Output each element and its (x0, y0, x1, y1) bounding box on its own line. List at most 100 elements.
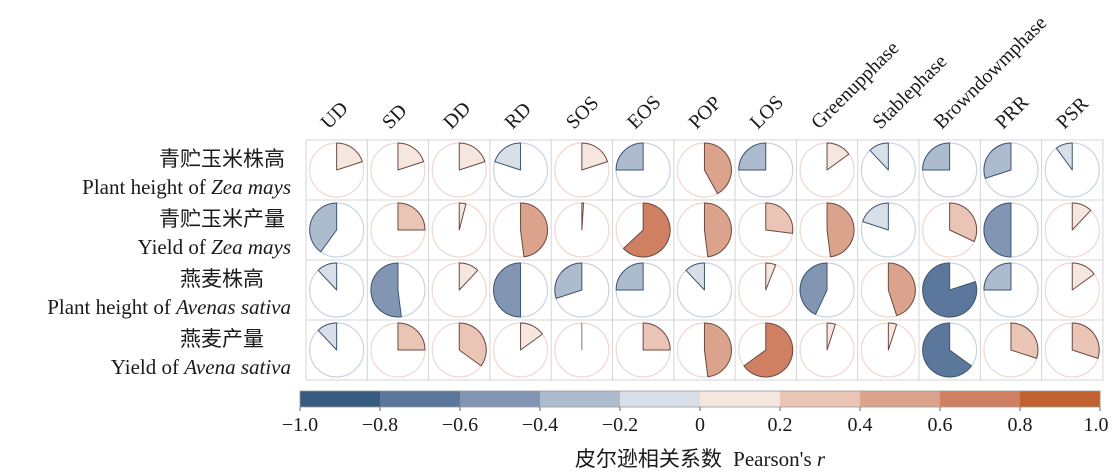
colorbar: −1.0 −0.8 −0.6 −0.4 −0.2 0 0.2 0.4 0.6 0.8 1.0 (282, 390, 1109, 436)
colorbar-bin (300, 391, 381, 407)
column-label-ud: UD (317, 98, 353, 134)
pie-cell-3-prr (983, 322, 1039, 378)
pie-cell-2-browndowmphase (922, 262, 978, 318)
column-label-sos: SOS (562, 92, 604, 134)
colorbar-tick-label: 0.8 (1008, 414, 1033, 436)
pie-wedge (983, 202, 1012, 258)
pie-wedge (949, 202, 978, 242)
row-label-en: Plant height of Zea mays (82, 175, 291, 199)
pie-wedge (336, 142, 363, 171)
pie-wedge (458, 202, 467, 231)
row-label-en-prefix: Yield of (138, 235, 212, 259)
pie-wedge (520, 322, 543, 351)
pie-cell-2-stablephase (860, 262, 916, 318)
pie-cell-3-sd (370, 322, 426, 378)
pie-wedge (826, 142, 850, 171)
row-label-en: Yield of Avena sativa (111, 355, 291, 379)
pie-wedge (826, 202, 855, 258)
colorbar-title-cn: 皮尔逊相关系数 (575, 447, 722, 471)
pie-cell-2-los (738, 262, 794, 318)
pie-wedge (743, 322, 794, 378)
pie-wedge (983, 262, 1012, 291)
colorbar-tick-label: −0.4 (522, 414, 558, 436)
pie-cell-1-greenupphase (799, 202, 855, 258)
pie-cell-1-eos (615, 202, 671, 258)
pie-wedge (458, 142, 486, 171)
row-labels: 青贮玉米株高 Plant height of Zea mays 青贮玉米产量 Yiel… (47, 147, 291, 379)
pie-wedge (1010, 322, 1039, 359)
pie-wedge (922, 262, 978, 318)
row-label-cn: 青贮玉米株高 (159, 147, 285, 171)
pie-cell-3-psr (1044, 322, 1100, 378)
matrix-grid (305, 139, 1104, 381)
pie-cell-0-browndowmphase (922, 142, 978, 198)
colorbar-bin (380, 391, 461, 407)
column-label-sd: SD (378, 100, 412, 134)
colorbar-tick-label: 0.6 (928, 414, 953, 436)
row-label-en-prefix: Yield of (111, 355, 185, 379)
pie-cell-0-stablephase (860, 142, 916, 198)
pie-wedge (887, 322, 898, 351)
pie-cell-2-sd (370, 262, 426, 318)
pie-cell-0-sos (554, 142, 610, 198)
pie-wedge (317, 322, 338, 351)
column-label-prr: PRR (991, 91, 1034, 134)
pie-wedge (703, 322, 732, 378)
pie-wedge (615, 262, 644, 291)
pie-wedge (622, 202, 671, 258)
column-label-rd: RD (501, 98, 536, 133)
row-label-cn: 青贮玉米产量 (159, 207, 285, 231)
pie-cell-2-psr (1044, 262, 1100, 318)
pie-wedge (922, 142, 951, 171)
pie-wedge (317, 262, 338, 291)
pie-wedge (397, 142, 425, 171)
pie-glyphs (309, 142, 1100, 378)
pie-cell-0-greenupphase (799, 142, 855, 198)
pie-wedge (494, 142, 522, 171)
pie-wedge (642, 322, 671, 351)
pie-wedge (397, 202, 426, 231)
colorbar-title: 皮尔逊相关系数 Pearson's r (575, 447, 826, 471)
pie-wedge (615, 142, 644, 171)
pie-cell-0-pop (676, 142, 733, 198)
colorbar-bin (700, 391, 781, 407)
pie-cell-3-sos (554, 322, 610, 378)
pie-cell-2-dd (431, 262, 487, 318)
pie-cell-0-dd (431, 142, 487, 198)
column-label-pop: POP (684, 92, 726, 134)
colorbar-title-en: Pearson's (733, 447, 817, 471)
colorbar-bin (540, 391, 621, 407)
pie-wedge (1071, 322, 1100, 359)
colorbar-tick-label: 1.0 (1084, 414, 1109, 436)
pie-wedge (1071, 202, 1092, 231)
row-label-en-prefix: Plant height of (82, 175, 211, 199)
row-label-en-species: Avena sativa (182, 355, 291, 379)
pie-wedge (397, 322, 426, 351)
pie-cell-3-greenupphase (799, 322, 855, 378)
colorbar-tick-label: −0.2 (602, 414, 638, 436)
pie-cell-1-rd (492, 202, 549, 258)
pie-cell-3-los (738, 322, 794, 378)
column-label-psr: PSR (1052, 92, 1093, 133)
row-label-en-species: Avenas sativa (174, 295, 291, 319)
row-label-en-prefix: Plant height of (47, 295, 176, 319)
pie-cell-2-pop (676, 262, 733, 318)
pie-cell-3-eos (615, 322, 671, 378)
pie-cell-0-eos (615, 142, 671, 198)
colorbar-bin (460, 391, 541, 407)
colorbar-tick-label: 0 (695, 414, 705, 436)
pie-cell-1-psr (1044, 202, 1100, 258)
colorbar-bin (940, 391, 1021, 407)
pie-cell-0-ud (309, 142, 365, 198)
pie-wedge (520, 202, 549, 258)
pie-cell-3-rd (492, 322, 549, 378)
colorbar-bin (620, 391, 701, 407)
row-label-en: Yield of Zea mays (138, 235, 291, 259)
column-labels: UD SD DD RD SOS EOS POP LOS GreenupphaseStableph… (317, 12, 1094, 134)
pie-cell-1-pop (676, 202, 733, 258)
pie-wedge (458, 262, 479, 291)
colorbar-tick-label: 0.2 (768, 414, 793, 436)
pie-wedge (887, 262, 916, 317)
pie-cell-3-pop (676, 322, 733, 378)
